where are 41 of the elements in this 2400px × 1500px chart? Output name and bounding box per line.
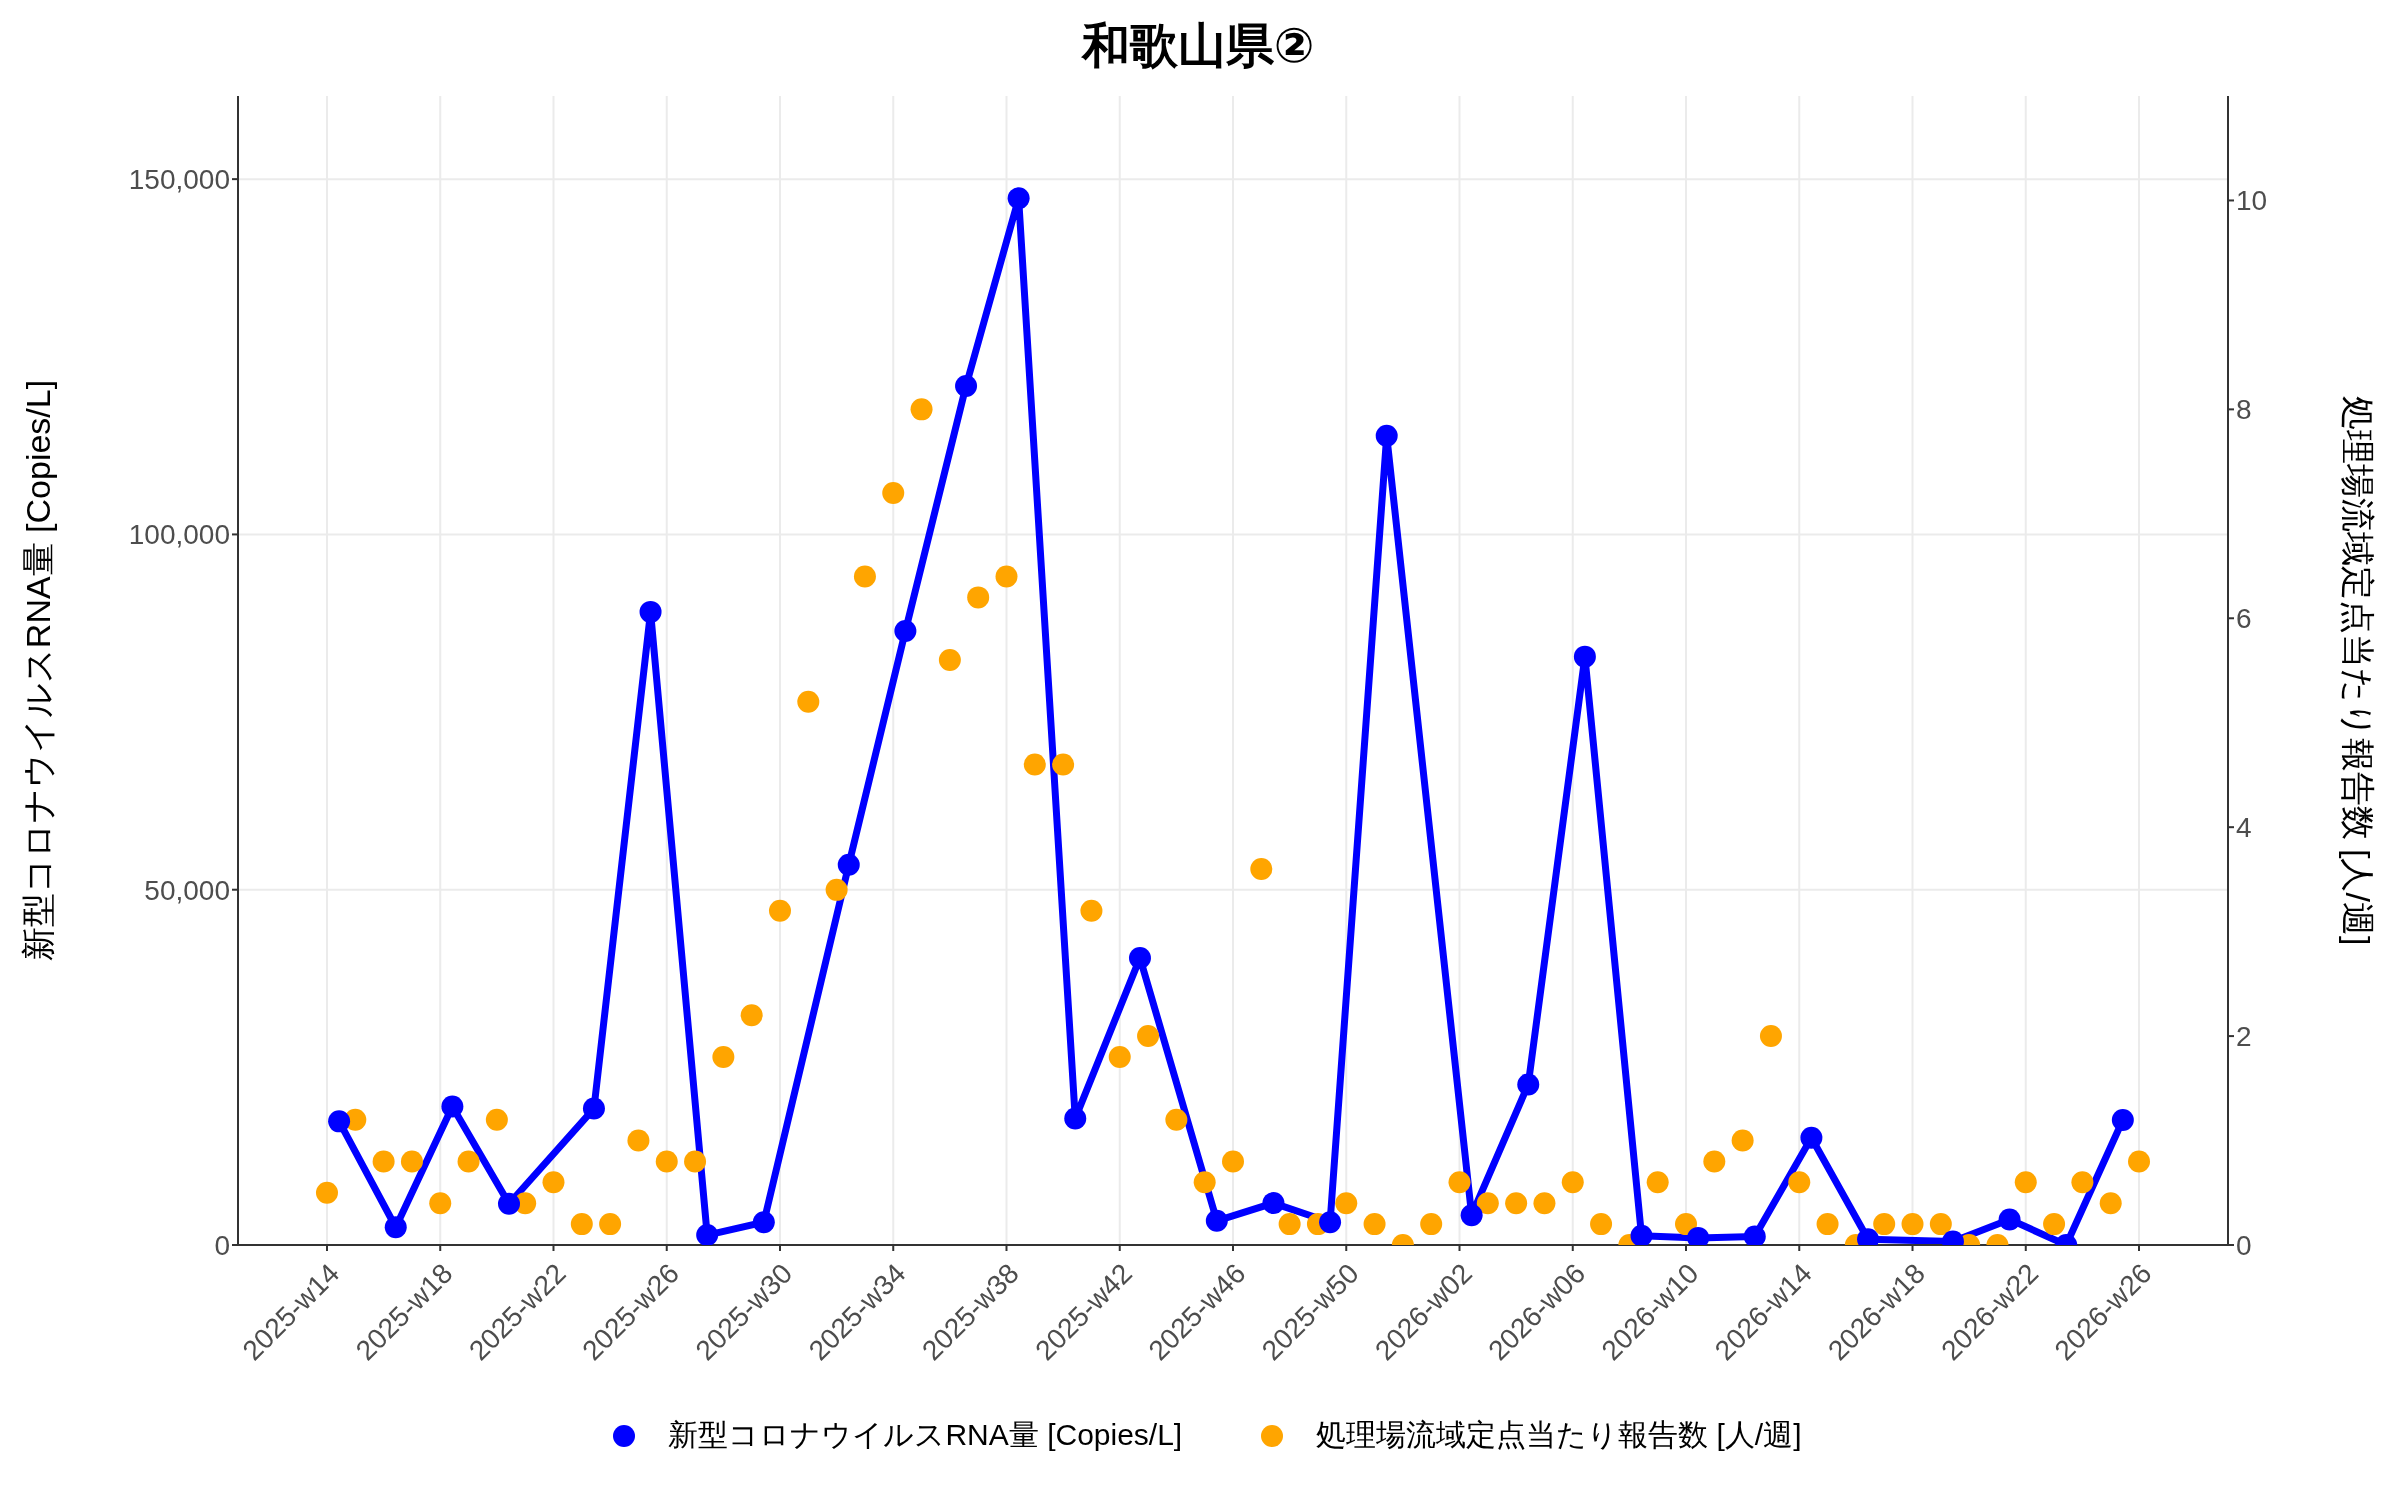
legend-label: 処理場流域定点当たり報告数 [人/週] xyxy=(1316,1417,1802,1453)
y2-tick-label: 2 xyxy=(2236,1021,2252,1053)
point xyxy=(1375,424,1398,447)
point xyxy=(894,620,917,643)
point xyxy=(328,1110,351,1133)
point xyxy=(1262,1192,1285,1215)
y2-axis-title: 処理場流域定点当たり報告数 [人/週] xyxy=(2338,395,2377,946)
y2-tick-label: 4 xyxy=(2236,812,2252,844)
y2-tick-label: 8 xyxy=(2236,394,2252,426)
y-axis-title: 新型コロナウイルスRNA量 [Copies/L] xyxy=(19,379,58,962)
point xyxy=(1007,187,1030,210)
chart-title: 和歌山県② xyxy=(1080,18,1316,74)
point xyxy=(1743,1225,1766,1245)
point xyxy=(837,853,860,876)
point xyxy=(955,374,978,397)
y2-tick-label: 10 xyxy=(2236,185,2268,217)
point xyxy=(1205,1209,1228,1232)
y2-tick-label: 0 xyxy=(2236,1229,2252,1261)
point xyxy=(1800,1126,1823,1149)
point xyxy=(2111,1108,2134,1131)
y-tick-label: 50,000 xyxy=(144,874,230,906)
point xyxy=(1128,946,1151,969)
point xyxy=(1517,1073,1540,1096)
legend-label: 新型コロナウイルスRNA量 [Copies/L] xyxy=(668,1417,1183,1453)
point xyxy=(1064,1107,1087,1130)
point xyxy=(498,1192,520,1215)
y-tick-label: 100,000 xyxy=(128,519,230,551)
point xyxy=(582,1097,605,1120)
y2-tick-label: 6 xyxy=(2236,603,2252,635)
point xyxy=(384,1216,407,1239)
point xyxy=(441,1095,464,1118)
y-tick-label: 0 xyxy=(214,1229,230,1261)
point xyxy=(1573,645,1596,668)
point xyxy=(696,1224,719,1245)
point xyxy=(1319,1211,1342,1234)
point xyxy=(639,600,662,623)
point xyxy=(1460,1204,1483,1227)
point xyxy=(1998,1208,2021,1231)
y-tick-label: 150,000 xyxy=(128,164,230,196)
point xyxy=(1630,1224,1653,1245)
point xyxy=(752,1211,775,1234)
